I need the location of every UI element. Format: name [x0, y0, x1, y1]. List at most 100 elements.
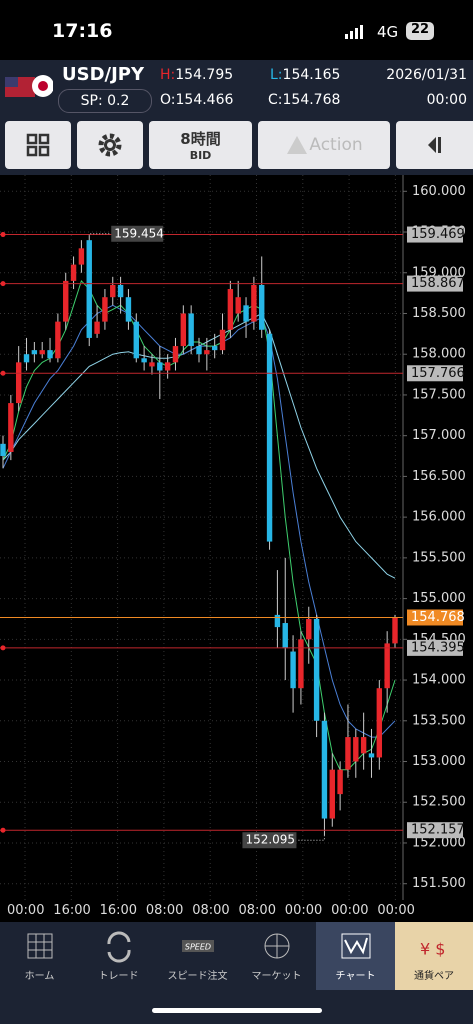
battery: 22 — [406, 22, 434, 40]
nav-item[interactable]: ¥ $ 通貨ペア — [395, 922, 473, 990]
nav-item[interactable]: マーケット — [237, 922, 316, 990]
candle-body — [235, 297, 241, 314]
y-tick-label: 156.500 — [412, 469, 466, 484]
nav-item[interactable]: チャート — [316, 922, 395, 990]
candle-body — [321, 720, 328, 819]
y-tick-label: 160.000 — [412, 184, 466, 199]
x-tick-label: 16:00 — [99, 903, 138, 918]
y-tick-label: 158.000 — [412, 347, 466, 362]
nav-item[interactable]: ホーム — [0, 922, 79, 990]
nav-label: トレード — [98, 971, 139, 982]
flag-icon — [5, 75, 53, 97]
price-line-label-box — [407, 226, 463, 243]
nav-item[interactable]: トレード — [79, 922, 158, 990]
open: 154.466 — [175, 92, 234, 108]
price-line-label: 154.395 — [411, 640, 465, 655]
candle-body — [211, 346, 218, 351]
high: 154.795 — [175, 67, 234, 83]
candle-body — [149, 362, 155, 367]
settings-button[interactable] — [77, 121, 143, 169]
x-tick-label: 00:00 — [284, 903, 323, 918]
action-icon — [287, 136, 308, 154]
candle-body — [70, 264, 77, 281]
spread: SP: 0.2 — [58, 89, 152, 113]
period: 8時間 — [180, 130, 221, 148]
period-button[interactable]: 8時間 BID — [149, 121, 252, 169]
price-line-label-box — [407, 275, 463, 292]
candle-body — [86, 240, 92, 338]
y-tick-label: 153.500 — [412, 713, 466, 728]
price-line-dot — [0, 645, 6, 651]
candle-body — [376, 688, 383, 758]
nav-icon — [27, 933, 52, 959]
low-label-box — [242, 832, 297, 849]
price-line-label-box — [407, 639, 463, 656]
y-tick-label: 158.500 — [412, 306, 466, 321]
signal-icon — [345, 25, 363, 39]
candle-body — [125, 297, 132, 322]
x-tick-label: 08:00 — [238, 903, 276, 918]
candle-body — [298, 639, 304, 689]
candle-body — [274, 614, 281, 628]
candle-body — [55, 321, 61, 359]
candle-body — [259, 284, 265, 330]
network: 4G — [377, 23, 399, 41]
quote-header: USD/JPY SP: 0.2 H:154.795 O:154.466 L:15… — [0, 60, 473, 115]
candle-body — [117, 284, 124, 298]
layout-button[interactable] — [5, 121, 71, 169]
y-tick-label: 156.000 — [412, 510, 466, 525]
nav-icon: SPEED — [181, 940, 214, 952]
price-line-dot — [0, 827, 6, 833]
candle-body — [219, 329, 226, 351]
candle-body — [337, 769, 343, 795]
status-bar: 17:16 4G 22 — [0, 0, 473, 60]
high-label-box — [111, 225, 164, 242]
candle-body — [360, 737, 367, 754]
y-tick-label: 157.500 — [412, 387, 466, 402]
candle-body — [196, 346, 202, 355]
grid-icon — [26, 133, 50, 157]
y-tick-label: 151.500 — [412, 876, 466, 891]
x-tick-label: 00:00 — [331, 903, 369, 918]
x-tick-label: 08:00 — [192, 903, 230, 918]
candle-body — [204, 350, 210, 355]
svg-text:¥ $: ¥ $ — [420, 940, 445, 959]
y-tick-label: 157.000 — [412, 428, 466, 443]
home-indicator — [152, 1008, 322, 1013]
candle-body — [282, 623, 288, 648]
candle-body — [94, 321, 100, 334]
candle-body — [188, 313, 194, 347]
candle-body — [180, 313, 187, 347]
current-price-label-box — [407, 609, 463, 626]
candle-body — [368, 753, 375, 758]
candle-body — [290, 651, 296, 689]
y-tick-label: 155.000 — [412, 591, 466, 606]
x-tick-label: 00:00 — [377, 903, 415, 918]
price-line-dot — [0, 370, 6, 376]
candle-body — [78, 248, 85, 265]
close: 154.768 — [282, 92, 341, 108]
collapse-icon — [427, 137, 441, 153]
candle-body — [141, 358, 147, 363]
candle-body — [313, 618, 320, 721]
nav-label: ホーム — [24, 971, 55, 982]
pair[interactable]: USD/JPY — [62, 64, 145, 85]
candle-body — [15, 362, 22, 404]
y-tick-label: 155.500 — [412, 550, 466, 565]
nav-label: スピード注文 — [167, 971, 228, 982]
price-line-dot — [0, 281, 6, 287]
price-line-label-box — [407, 365, 463, 382]
action: Action — [309, 135, 363, 155]
collapse-button[interactable] — [396, 121, 473, 169]
candle-body — [157, 362, 163, 371]
action-button[interactable]: Action — [258, 121, 390, 169]
nav-item[interactable]: SPEED スピード注文 — [158, 922, 237, 990]
candle-body — [384, 643, 390, 689]
speed-icon-text: SPEED — [184, 943, 210, 952]
y-tick-label: 153.000 — [412, 754, 466, 769]
price-line-label: 159.469 — [411, 227, 465, 242]
moving-average — [2, 304, 396, 738]
y-tick-label: 152.000 — [412, 835, 466, 850]
open-label: O: — [160, 92, 176, 108]
